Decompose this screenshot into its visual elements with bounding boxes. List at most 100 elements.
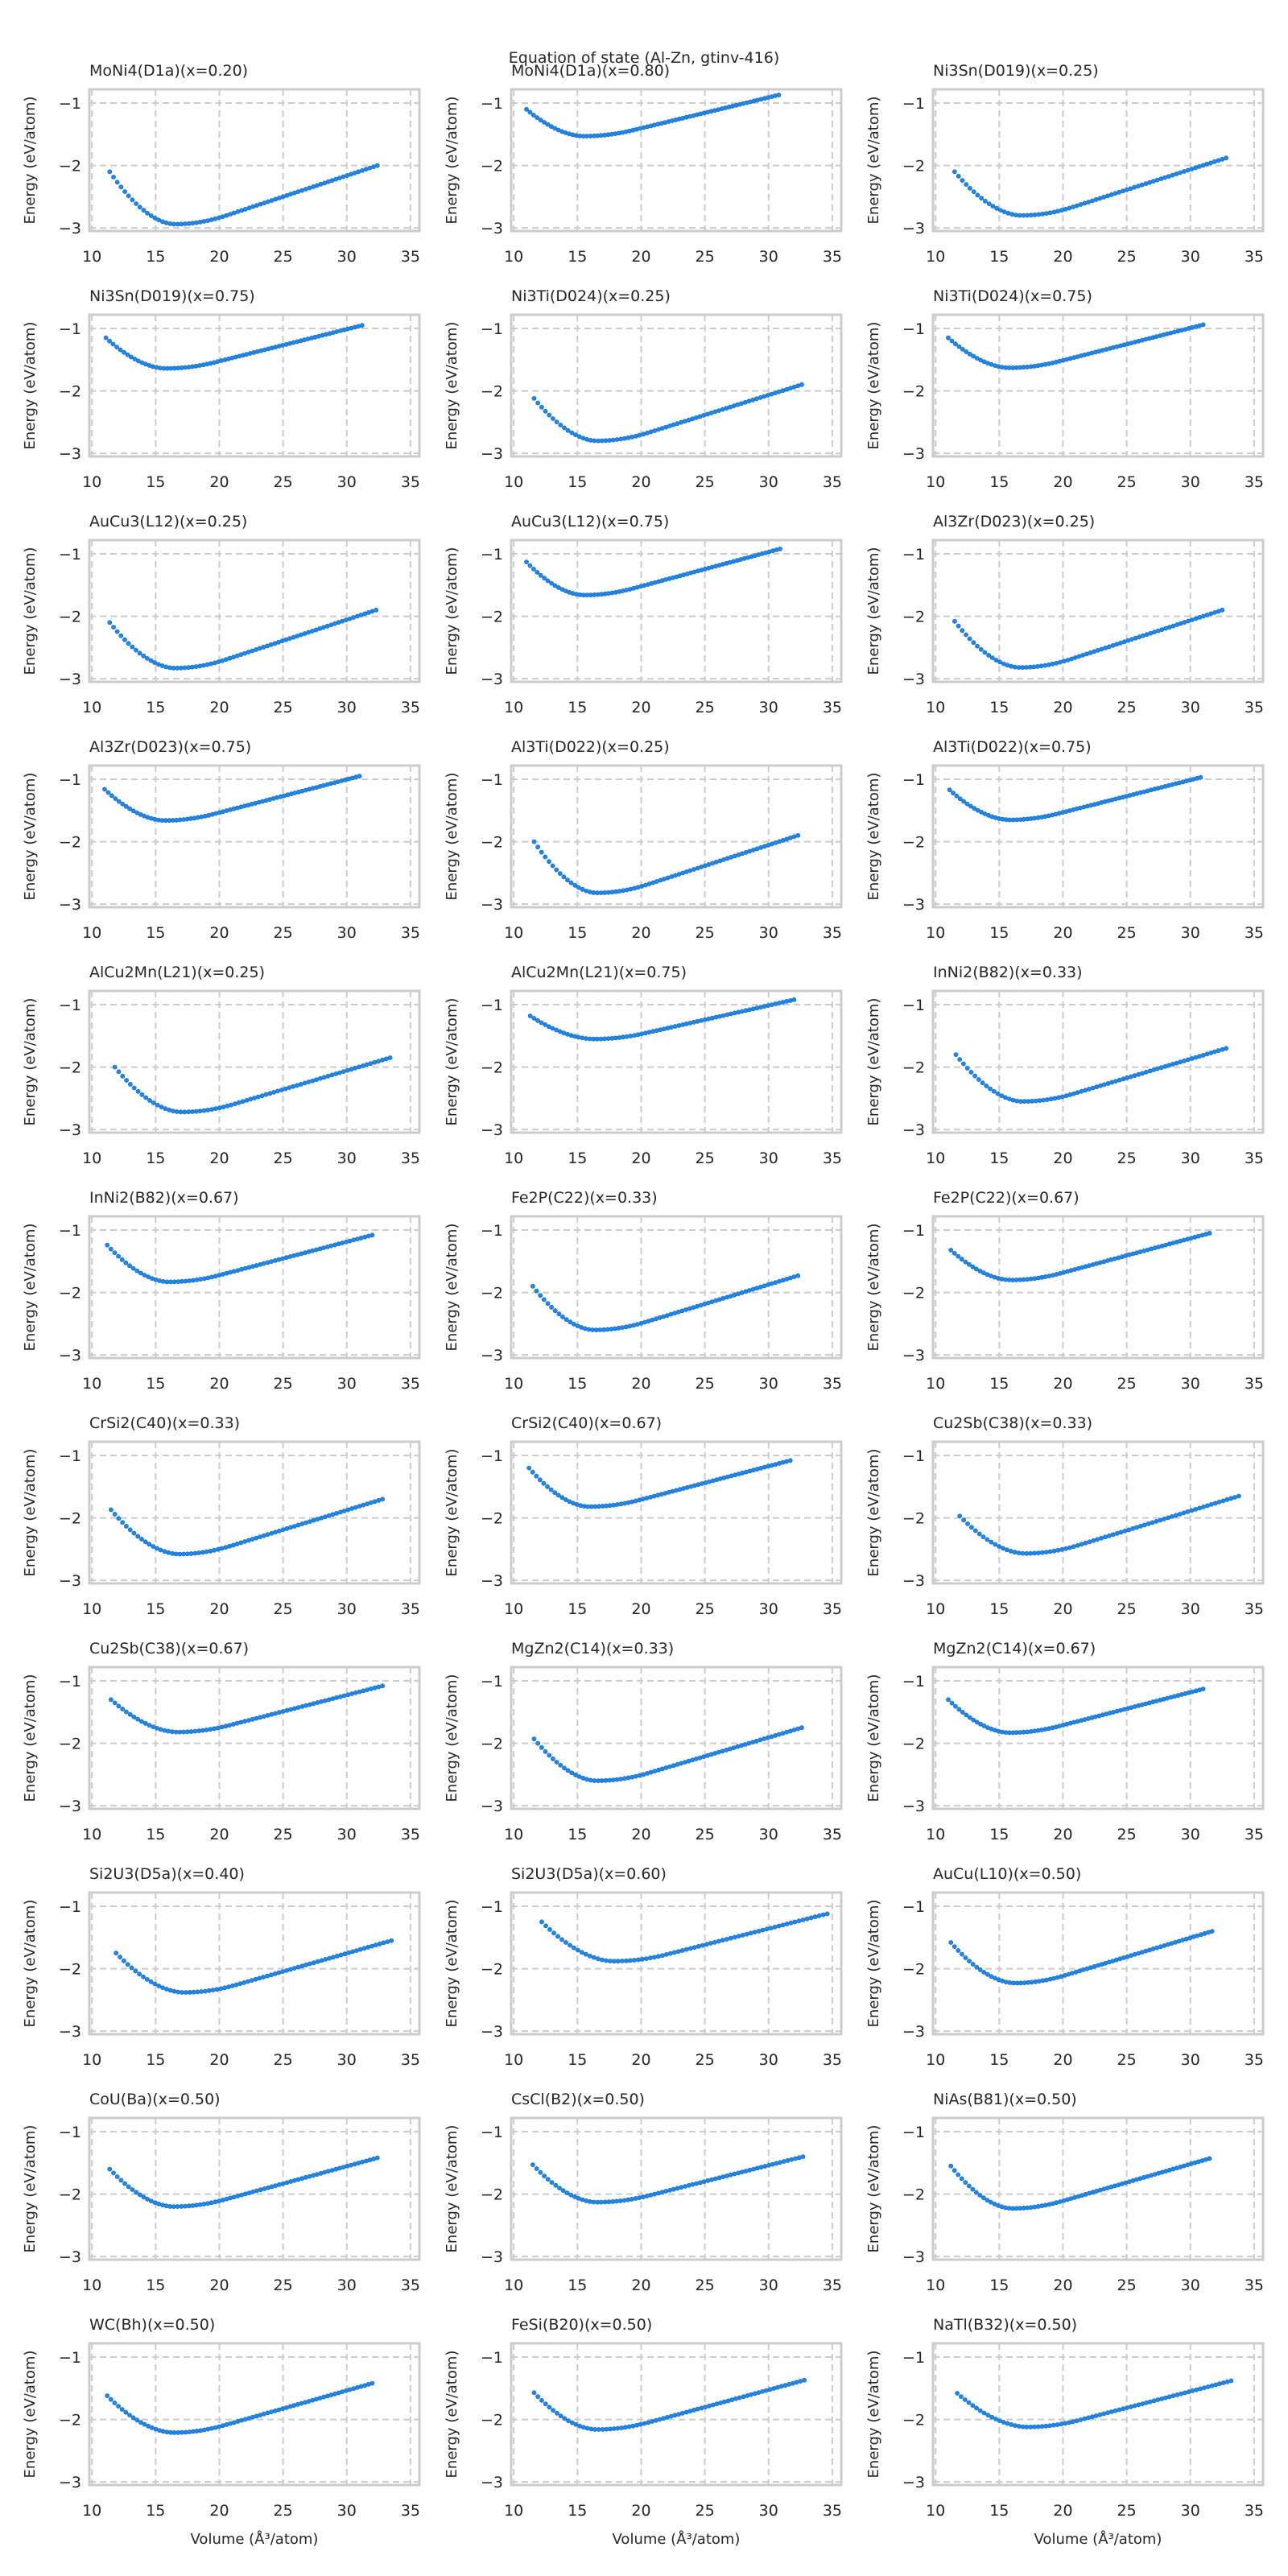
x-tick-label: 20 — [631, 1826, 650, 1843]
data-point — [634, 1773, 638, 1779]
data-point — [109, 793, 114, 799]
data-point — [127, 1082, 133, 1087]
data-point — [229, 1102, 233, 1108]
axes-frame — [88, 989, 421, 1134]
data-point — [365, 1944, 371, 1950]
data-point — [238, 1540, 244, 1546]
data-point — [276, 1710, 282, 1715]
data-point — [119, 1257, 125, 1262]
x-tick-label: 25 — [1117, 699, 1137, 716]
data-point — [610, 437, 616, 443]
data-point — [269, 1259, 275, 1264]
data-point — [976, 1531, 982, 1537]
data-point — [699, 2405, 704, 2411]
x-tick-label: 25 — [1117, 1826, 1137, 1843]
data-point — [1213, 2382, 1219, 2388]
data-point — [961, 1517, 966, 1523]
data-point — [712, 1939, 717, 1945]
subplot-title: WC(Bh)(x=0.50) — [89, 2316, 215, 2334]
data-point — [956, 2172, 961, 2178]
data-point — [588, 438, 593, 443]
y-tick-label: −3 — [481, 896, 503, 914]
data-point — [625, 435, 631, 440]
data-point — [242, 1979, 247, 1985]
subplot-panel: Cu2Sb(C38)(x=0.67)10 15 20 25 30 35−1−2−3Ener… — [22, 1640, 421, 1843]
data-point — [187, 1989, 192, 1995]
data-point — [1125, 2405, 1129, 2410]
data-point — [152, 660, 158, 666]
data-point — [114, 180, 120, 185]
data-point — [989, 1539, 994, 1545]
data-point — [141, 2194, 147, 2200]
axes-frame — [510, 1666, 843, 1810]
x-tick-label: 20 — [209, 248, 229, 266]
data-point — [123, 803, 129, 809]
data-point — [1204, 1051, 1210, 1057]
data-point — [152, 215, 158, 221]
data-point — [647, 1955, 653, 1961]
data-point — [1043, 2423, 1049, 2429]
data-point — [613, 1326, 617, 1331]
data-point — [269, 2409, 275, 2414]
x-tick-label: 30 — [759, 2502, 778, 2520]
data-point — [303, 1520, 308, 1525]
y-tick-label: −3 — [59, 1798, 81, 1815]
x-tick-label: 20 — [1053, 1150, 1072, 1167]
data-point — [341, 1509, 347, 1513]
data-point — [1093, 2413, 1099, 2418]
y-tick-label: −1 — [481, 320, 503, 338]
data-point — [784, 1729, 790, 1735]
data-point — [1087, 1539, 1092, 1545]
y-tick-label: −1 — [59, 320, 81, 338]
data-point — [295, 1522, 301, 1528]
subplot-panel: MoNi4(D1a)(x=0.20)10 15 20 25 30 35−1−2−3Ener… — [22, 62, 421, 266]
x-tick-label: 35 — [401, 699, 420, 716]
data-point — [526, 1465, 532, 1471]
data-point — [538, 118, 543, 123]
subplot-panel: AlCu2Mn(L21)(x=0.25)10 15 20 25 30 35−1−2−3En… — [22, 964, 421, 1167]
data-point — [190, 2429, 196, 2434]
data-point — [349, 1691, 354, 1696]
data-point — [120, 1520, 126, 1525]
y-tick-label: −1 — [59, 1222, 81, 1240]
data-point — [280, 2406, 285, 2412]
data-point — [1117, 1077, 1122, 1083]
data-point — [596, 2427, 601, 2432]
data-point — [572, 882, 578, 888]
data-point — [765, 393, 770, 398]
data-point — [217, 1105, 222, 1111]
data-point — [1146, 1521, 1151, 1526]
y-tick-label: −1 — [481, 2124, 503, 2141]
data-point — [141, 653, 147, 658]
y-axis-label: Energy (eV/atom) — [444, 547, 460, 675]
data-point — [1101, 194, 1106, 200]
data-point — [588, 1953, 592, 1959]
y-axis-label: Energy (eV/atom) — [865, 1674, 882, 1802]
x-tick-label: 15 — [568, 699, 587, 716]
data-point — [1078, 202, 1084, 207]
data-point — [212, 660, 217, 666]
data-point — [1220, 156, 1225, 162]
data-point — [788, 1920, 794, 1926]
data-point — [272, 1971, 278, 1976]
data-point — [310, 2397, 316, 2403]
data-point — [196, 1550, 201, 1555]
data-point — [964, 1066, 970, 1071]
data-point — [126, 193, 131, 199]
subplot-title: FeSi(B20)(x=0.50) — [511, 2316, 652, 2334]
data-point — [986, 201, 992, 206]
data-point — [800, 1917, 806, 1922]
data-point — [112, 1512, 118, 1517]
data-point — [604, 1958, 609, 1963]
data-point — [584, 1777, 589, 1782]
x-tick-label: 35 — [1245, 248, 1264, 266]
data-point — [974, 356, 980, 361]
data-point — [340, 2389, 345, 2394]
data-point — [799, 382, 804, 387]
data-point — [632, 1033, 637, 1038]
subplot-title: CrSi2(C40)(x=0.33) — [89, 1414, 240, 1432]
x-tick-label: 35 — [401, 1375, 420, 1393]
data-point — [724, 1747, 729, 1752]
y-axis-label: Energy (eV/atom) — [444, 2351, 460, 2479]
x-tick-label: 30 — [1181, 473, 1200, 491]
